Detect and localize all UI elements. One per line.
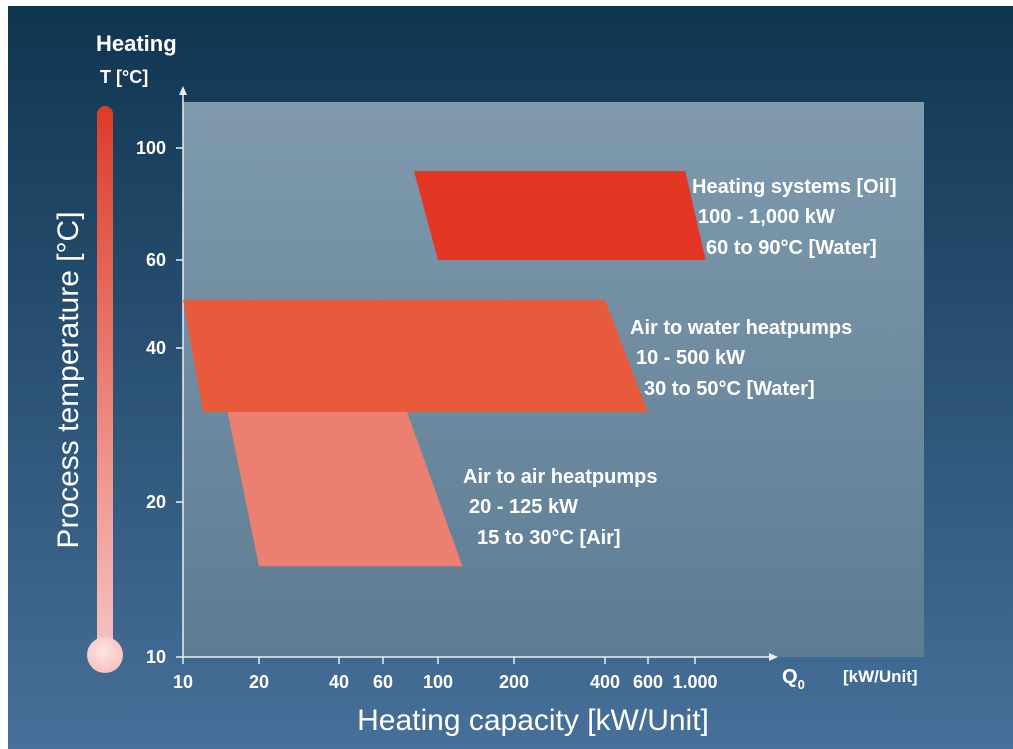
- x-tick-label: 40: [329, 672, 349, 692]
- x-tick-label: 10: [173, 672, 193, 692]
- region-2-temp-label: 60 to 90°C [Water]: [706, 237, 877, 259]
- x-tick-label: 60: [373, 672, 393, 692]
- x-tick-label: 400: [590, 672, 620, 692]
- x-tick-label: 100: [423, 672, 453, 692]
- x-tick-label: 1.000: [672, 672, 717, 692]
- y-tick-label: 10: [146, 647, 166, 667]
- region-0-name-label: Air to air heatpumps: [463, 466, 657, 488]
- x-tick-label: 200: [499, 672, 529, 692]
- y-tick-layer: 10 20 40 60 100: [136, 138, 183, 667]
- region-1-capacity-label: 10 - 500 kW: [636, 347, 745, 369]
- x-axis-symbol: Q0: [782, 666, 805, 692]
- y-tick-label: 20: [146, 492, 166, 512]
- x-axis-symbol-main: Q: [782, 666, 798, 688]
- thermometer-icon: [87, 106, 123, 673]
- region-1-name-label: Air to water heatpumps: [630, 317, 852, 339]
- region-0-capacity-label: 20 - 125 kW: [469, 496, 578, 518]
- x-tick-label: 20: [249, 672, 269, 692]
- x-axis-arrow: [769, 653, 778, 661]
- y-axis-title: Process temperature [°C]: [52, 211, 85, 548]
- region-2-capacity-label: 100 - 1,000 kW: [698, 206, 835, 228]
- y-axis-unit: T [°C]: [100, 67, 148, 87]
- region-2: [414, 171, 706, 260]
- x-axis-title: Heating capacity [kW/Unit]: [357, 704, 709, 737]
- x-axis-symbol-sub: 0: [798, 677, 805, 692]
- region-layer: [183, 171, 706, 567]
- x-tick-layer: 10 20 40 60 100 200 400 600 1.000: [173, 657, 718, 692]
- y-axis-header: Heating: [96, 31, 177, 56]
- region-2-name-label: Heating systems [Oil]: [692, 176, 897, 198]
- region-0: [227, 411, 463, 567]
- y-axis-arrow: [179, 86, 187, 95]
- y-tick-label: 60: [146, 250, 166, 270]
- region-1-temp-label: 30 to 50°C [Water]: [644, 378, 815, 400]
- y-tick-label: 40: [146, 338, 166, 358]
- y-tick-label: 100: [136, 138, 166, 158]
- x-tick-label: 600: [633, 672, 663, 692]
- region-label-layer: Air to air heatpumps 20 - 125 kW 15 to 30°…: [463, 176, 897, 549]
- region-0-temp-label: 15 to 30°C [Air]: [477, 527, 621, 549]
- region-1: [183, 299, 648, 412]
- x-axis-unit: [kW/Unit]: [843, 667, 918, 686]
